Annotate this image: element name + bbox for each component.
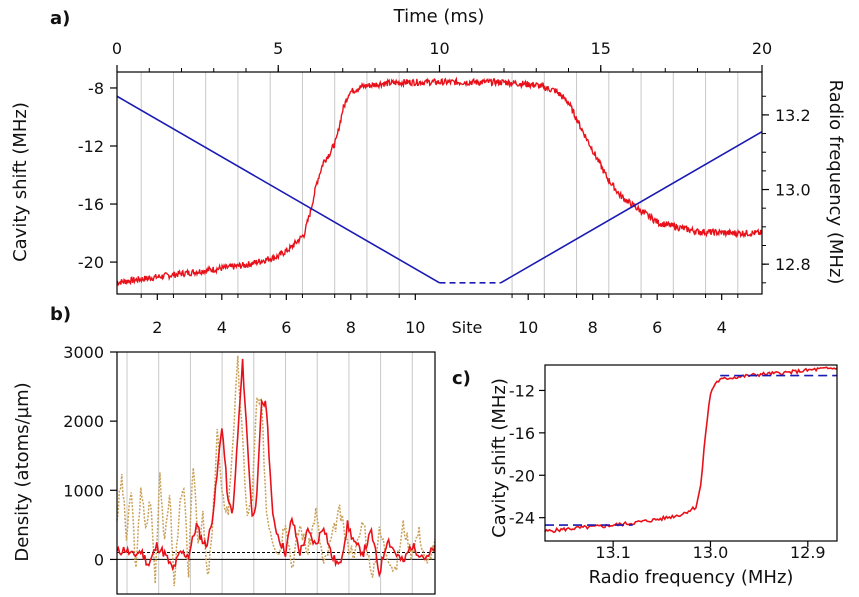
- top-tick-label: 15: [591, 39, 611, 58]
- density-trace-dotted: [116, 355, 436, 587]
- cavity-shift-trace: [544, 366, 838, 534]
- left-tick-label: -20: [78, 253, 104, 272]
- panel-a-left-ticks: -8 -12 -16 -20: [78, 79, 117, 272]
- site-tick-label: 8: [588, 318, 598, 337]
- panel-a-top-axis-title: Time (ms): [393, 6, 485, 27]
- density-trace: [116, 358, 436, 578]
- panel-a-left-axis-title: Cavity shift (MHz): [10, 102, 31, 262]
- left-tick-label: -12: [78, 137, 104, 156]
- panel-a-right-ticks: 13.2 13.0 12.8: [762, 95, 811, 284]
- panel-a-top-ticks: 0 5 10 15 20: [112, 39, 772, 72]
- y-tick-label: 1000: [63, 481, 104, 500]
- y-tick-label: -20: [509, 466, 535, 485]
- x-tick-label: 13.1: [595, 543, 631, 562]
- panel-c-x-ticks: 13.1 13.0 12.9: [595, 541, 826, 562]
- site-tick-label: 10: [518, 318, 538, 337]
- panel-c: c) Cavity shift (MHz) Radio frequency (M…: [452, 364, 838, 588]
- panel-b-label: b): [50, 304, 71, 325]
- panel-b-frame: [116, 351, 436, 595]
- panel-c-series: [544, 366, 838, 534]
- site-tick-label: 4: [717, 318, 727, 337]
- y-tick-label: -16: [509, 424, 535, 443]
- y-tick-label: 0: [94, 550, 104, 569]
- top-tick-label: 0: [112, 39, 122, 58]
- site-tick-label: 8: [346, 318, 356, 337]
- panel-b-gridlines: [117, 352, 435, 594]
- site-tick-label: 10: [405, 318, 425, 337]
- panel-c-label: c): [452, 368, 471, 389]
- site-tick-label: 2: [152, 318, 162, 337]
- top-tick-label: 20: [752, 39, 772, 58]
- panel-a-right-axis-title: Radio frequency (MHz): [825, 80, 846, 285]
- panel-a-label: a): [50, 8, 70, 29]
- panel-b-y-axis-title: Density (atoms/µm): [12, 382, 33, 561]
- y-tick-label: 2000: [63, 412, 104, 431]
- site-tick-label: 6: [281, 318, 291, 337]
- panel-a-series: [116, 76, 763, 287]
- top-tick-label: 5: [273, 39, 283, 58]
- right-tick-label: 13.2: [775, 106, 811, 125]
- cavity-shift-trace: [116, 76, 763, 287]
- y-tick-label: -24: [509, 509, 535, 528]
- panel-a-frame: [116, 71, 763, 295]
- x-tick-label: 13.0: [693, 543, 729, 562]
- left-tick-label: -8: [88, 79, 104, 98]
- x-tick-label: 12.9: [790, 543, 826, 562]
- panel-b-series: [116, 355, 436, 587]
- right-tick-label: 12.8: [775, 255, 811, 274]
- site-tick-label: 6: [652, 318, 662, 337]
- panel-c-y-ticks: -12 -16 -20 -24: [509, 381, 545, 528]
- rf-ramp-down: [116, 95, 440, 284]
- panel-a: a) Time (ms) Cavity shift (MHz) Radio fr…: [10, 6, 846, 337]
- panel-a-gridlines: [140, 72, 739, 294]
- rf-ramp-up: [500, 131, 763, 284]
- panel-c-y-axis-title: Cavity shift (MHz): [489, 378, 510, 538]
- panel-b: b) Density (atoms/µm) 3000 2000 1000 0: [12, 304, 436, 595]
- site-tick-label: 4: [217, 318, 227, 337]
- panel-c-x-axis-title: Radio frequency (MHz): [589, 567, 794, 588]
- y-tick-label: -12: [509, 381, 535, 400]
- panel-b-y-ticks: 3000 2000 1000 0: [63, 343, 117, 569]
- top-tick-label: 10: [429, 39, 449, 58]
- panel-a-site-ticks: 2 4 6 8 10 10 8 6 4: [140, 294, 739, 337]
- right-tick-label: 13.0: [775, 181, 811, 200]
- y-tick-label: 3000: [63, 343, 104, 362]
- panel-c-frame: [544, 364, 838, 542]
- site-axis-label: Site: [452, 318, 483, 337]
- left-tick-label: -16: [78, 195, 104, 214]
